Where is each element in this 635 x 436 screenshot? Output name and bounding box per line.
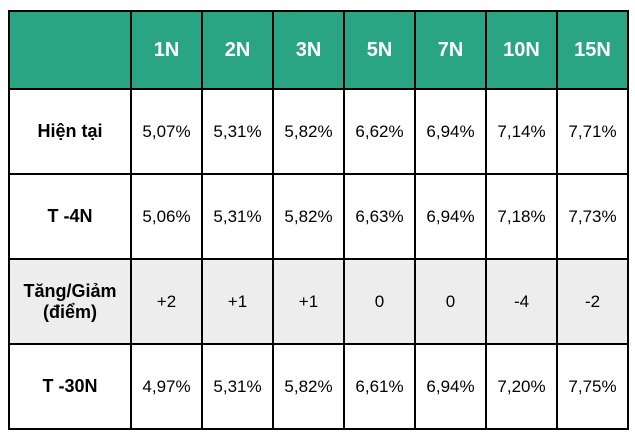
table-cell: -2 <box>556 258 629 345</box>
table-cell: +1 <box>201 258 274 345</box>
column-header-5n: 5N <box>343 10 416 90</box>
table-cell: 6,61% <box>343 343 416 430</box>
table-cell: 6,94% <box>414 343 487 430</box>
table-cell: 7,71% <box>556 88 629 175</box>
table-cell: 7,73% <box>556 173 629 260</box>
column-header-3n: 3N <box>272 10 345 90</box>
table-cell: 0 <box>414 258 487 345</box>
table-cell: 0 <box>343 258 416 345</box>
table-cell: +1 <box>272 258 345 345</box>
table-cell: 6,94% <box>414 88 487 175</box>
table-cell: 5,82% <box>272 173 345 260</box>
table-cell: 5,06% <box>130 173 203 260</box>
table-cell: 6,62% <box>343 88 416 175</box>
row-label: T -4N <box>8 173 132 260</box>
table-cell: 6,94% <box>414 173 487 260</box>
table-cell: 7,14% <box>485 88 558 175</box>
table-row: T -4N 5,06% 5,31% 5,82% 6,63% 6,94% 7,18% 7,73% <box>8 173 629 260</box>
table-corner-cell <box>8 10 132 90</box>
table-cell: 6,63% <box>343 173 416 260</box>
table-cell: 5,82% <box>272 343 345 430</box>
rates-table: 1N 2N 3N 5N 7N 10N 15N Hiện tại 5,07% 5,31% 5,82%… <box>8 10 629 430</box>
row-label: Tăng/Giảm (điểm) <box>8 258 132 345</box>
column-header-15n: 15N <box>556 10 629 90</box>
table-cell: 5,31% <box>201 343 274 430</box>
table-cell: 5,31% <box>201 88 274 175</box>
table-header: 1N 2N 3N 5N 7N 10N 15N <box>8 10 629 90</box>
table-cell: +2 <box>130 258 203 345</box>
table-cell: 7,75% <box>556 343 629 430</box>
table-cell: 5,31% <box>201 173 274 260</box>
row-label: Hiện tại <box>8 88 132 175</box>
column-header-7n: 7N <box>414 10 487 90</box>
table-cell: 5,07% <box>130 88 203 175</box>
table-cell: 7,18% <box>485 173 558 260</box>
rates-table-container: 1N 2N 3N 5N 7N 10N 15N Hiện tại 5,07% 5,31% 5,82%… <box>8 10 629 430</box>
table-cell: 5,82% <box>272 88 345 175</box>
table-body: Hiện tại 5,07% 5,31% 5,82% 6,62% 6,94% 7,14% 7,… <box>8 88 629 430</box>
table-row: Tăng/Giảm (điểm) +2 +1 +1 0 0 -4 -2 <box>8 258 629 345</box>
table-header-row: 1N 2N 3N 5N 7N 10N 15N <box>8 10 629 90</box>
table-cell: -4 <box>485 258 558 345</box>
table-row: T -30N 4,97% 5,31% 5,82% 6,61% 6,94% 7,20% 7,75… <box>8 343 629 430</box>
column-header-10n: 10N <box>485 10 558 90</box>
table-cell: 7,20% <box>485 343 558 430</box>
row-label: T -30N <box>8 343 132 430</box>
table-row: Hiện tại 5,07% 5,31% 5,82% 6,62% 6,94% 7,14% 7,… <box>8 88 629 175</box>
table-cell: 4,97% <box>130 343 203 430</box>
column-header-2n: 2N <box>201 10 274 90</box>
column-header-1n: 1N <box>130 10 203 90</box>
